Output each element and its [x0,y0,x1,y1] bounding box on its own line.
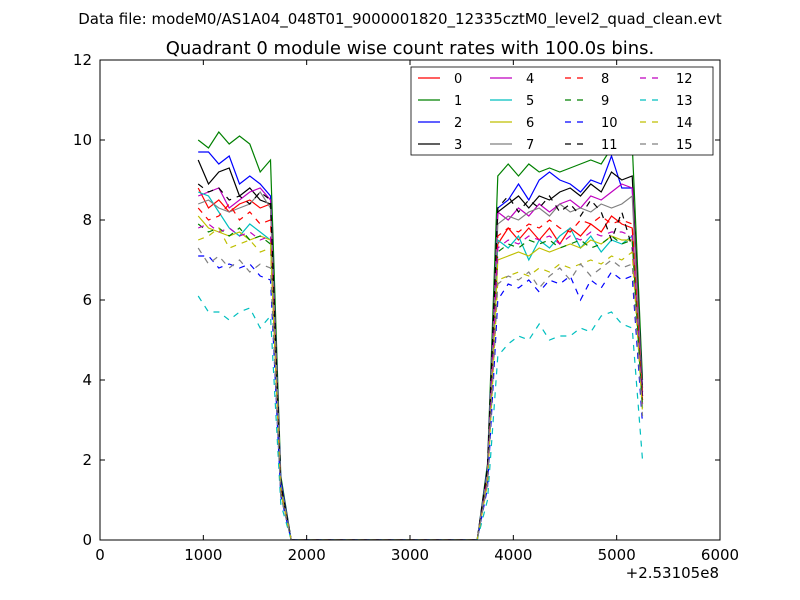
legend-label-13: 13 [676,94,693,109]
legend-label-10: 10 [601,116,618,131]
chart-title: Quadrant 0 module wise count rates with … [166,38,655,59]
y-tick-label: 0 [82,531,92,549]
legend-label-11: 11 [601,138,618,153]
y-tick-label: 12 [73,51,92,69]
x-tick-label: 5000 [598,546,636,564]
series-8-line [197,203,644,540]
legend-label-7: 7 [526,138,534,153]
series-5-line [197,191,644,540]
series-13-line [197,295,644,540]
legend-label-14: 14 [676,116,693,131]
y-tick-label: 4 [82,371,92,389]
series-0-line [197,187,644,540]
x-offset-label: +2.53105e8 [626,564,719,582]
x-tick-label: 4000 [494,546,532,564]
chart-suptitle: Data file: modeM0/AS1A04_048T01_90000018… [78,10,722,29]
legend-label-9: 9 [601,94,609,109]
series-14-line [197,227,644,540]
x-tick-label: 6000 [701,546,739,564]
legend-label-1: 1 [454,94,462,109]
series-7-line [197,191,644,540]
x-tick-label: 1000 [184,546,222,564]
legend-label-3: 3 [454,138,462,153]
legend-label-5: 5 [526,94,534,109]
y-tick-label: 8 [82,211,92,229]
legend-label-6: 6 [526,116,534,131]
y-tick-label: 2 [82,451,92,469]
legend-label-8: 8 [601,72,609,87]
legend-box [410,66,714,156]
series-10-line [198,255,644,540]
series-12-line [197,223,644,540]
y-tick-label: 6 [82,291,92,309]
legend-label-2: 2 [454,116,462,131]
legend-label-4: 4 [526,72,534,87]
x-tick-label: 3000 [391,546,429,564]
y-tick-label: 10 [73,131,92,149]
x-tick-label: 2000 [288,546,326,564]
legend-label-0: 0 [454,72,462,87]
series-layer [197,131,644,540]
legend-label-12: 12 [676,72,693,87]
series-3-line [197,159,644,540]
x-tick-label: 0 [95,546,105,564]
series-1-line [197,131,644,540]
legend-label-15: 15 [676,138,693,153]
series-6-line [197,215,644,540]
series-15-line [197,247,644,540]
